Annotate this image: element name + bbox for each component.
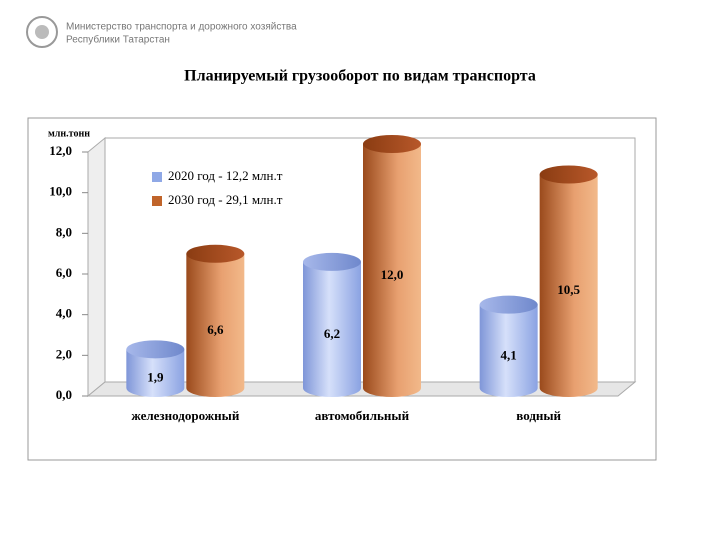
republic: Республики Татарстан (66, 34, 170, 46)
y-tick-label: 10,0 (49, 184, 72, 199)
x-tick-label: автомобильный (315, 408, 410, 423)
cylinder-body (363, 144, 421, 397)
y-tick-label: 6,0 (56, 265, 72, 280)
value-label: 6,6 (207, 322, 224, 337)
value-label: 4,1 (501, 347, 517, 362)
logo (26, 16, 58, 48)
cylinder-top (186, 244, 245, 263)
y-tick-label: 0,0 (56, 387, 72, 402)
value-label: 6,2 (324, 326, 340, 341)
cylinder-body (186, 253, 245, 397)
cylinder-body (479, 304, 538, 398)
cylinder-top (303, 252, 361, 271)
cylinder-body (126, 349, 185, 397)
x-tick-label: железнодорожный (131, 408, 239, 423)
cylinder-top (363, 135, 421, 153)
ministry: Министерство транспорта и дорожного хозя… (66, 22, 297, 33)
cylinder-body (303, 261, 361, 397)
y-tick-label: 12,0 (49, 143, 72, 158)
value-label: 12,0 (381, 267, 404, 282)
y-axis-label: млн.тонн (48, 128, 90, 139)
cylinder-body (539, 174, 598, 397)
y-tick-label: 2,0 (56, 346, 72, 361)
legend-swatch (152, 196, 162, 206)
cylinder-top (126, 340, 185, 359)
value-label: 10,5 (557, 282, 580, 297)
y-tick-label: 4,0 (56, 306, 72, 321)
cylinder-top (539, 165, 598, 184)
legend-swatch (152, 172, 162, 182)
cylinder-top (479, 295, 538, 314)
y-tick-label: 8,0 (56, 224, 72, 239)
side-wall (87, 136, 106, 398)
x-tick-label: водный (516, 408, 561, 423)
logo-center (35, 25, 49, 39)
legend-label: 2020 год - 12,2 млн.т (168, 168, 283, 183)
legend-label: 2030 год - 29,1 млн.т (168, 192, 283, 207)
value-label: 1,9 (147, 370, 164, 385)
chart-title: Планируемый грузооборот по видам транспо… (184, 68, 536, 85)
